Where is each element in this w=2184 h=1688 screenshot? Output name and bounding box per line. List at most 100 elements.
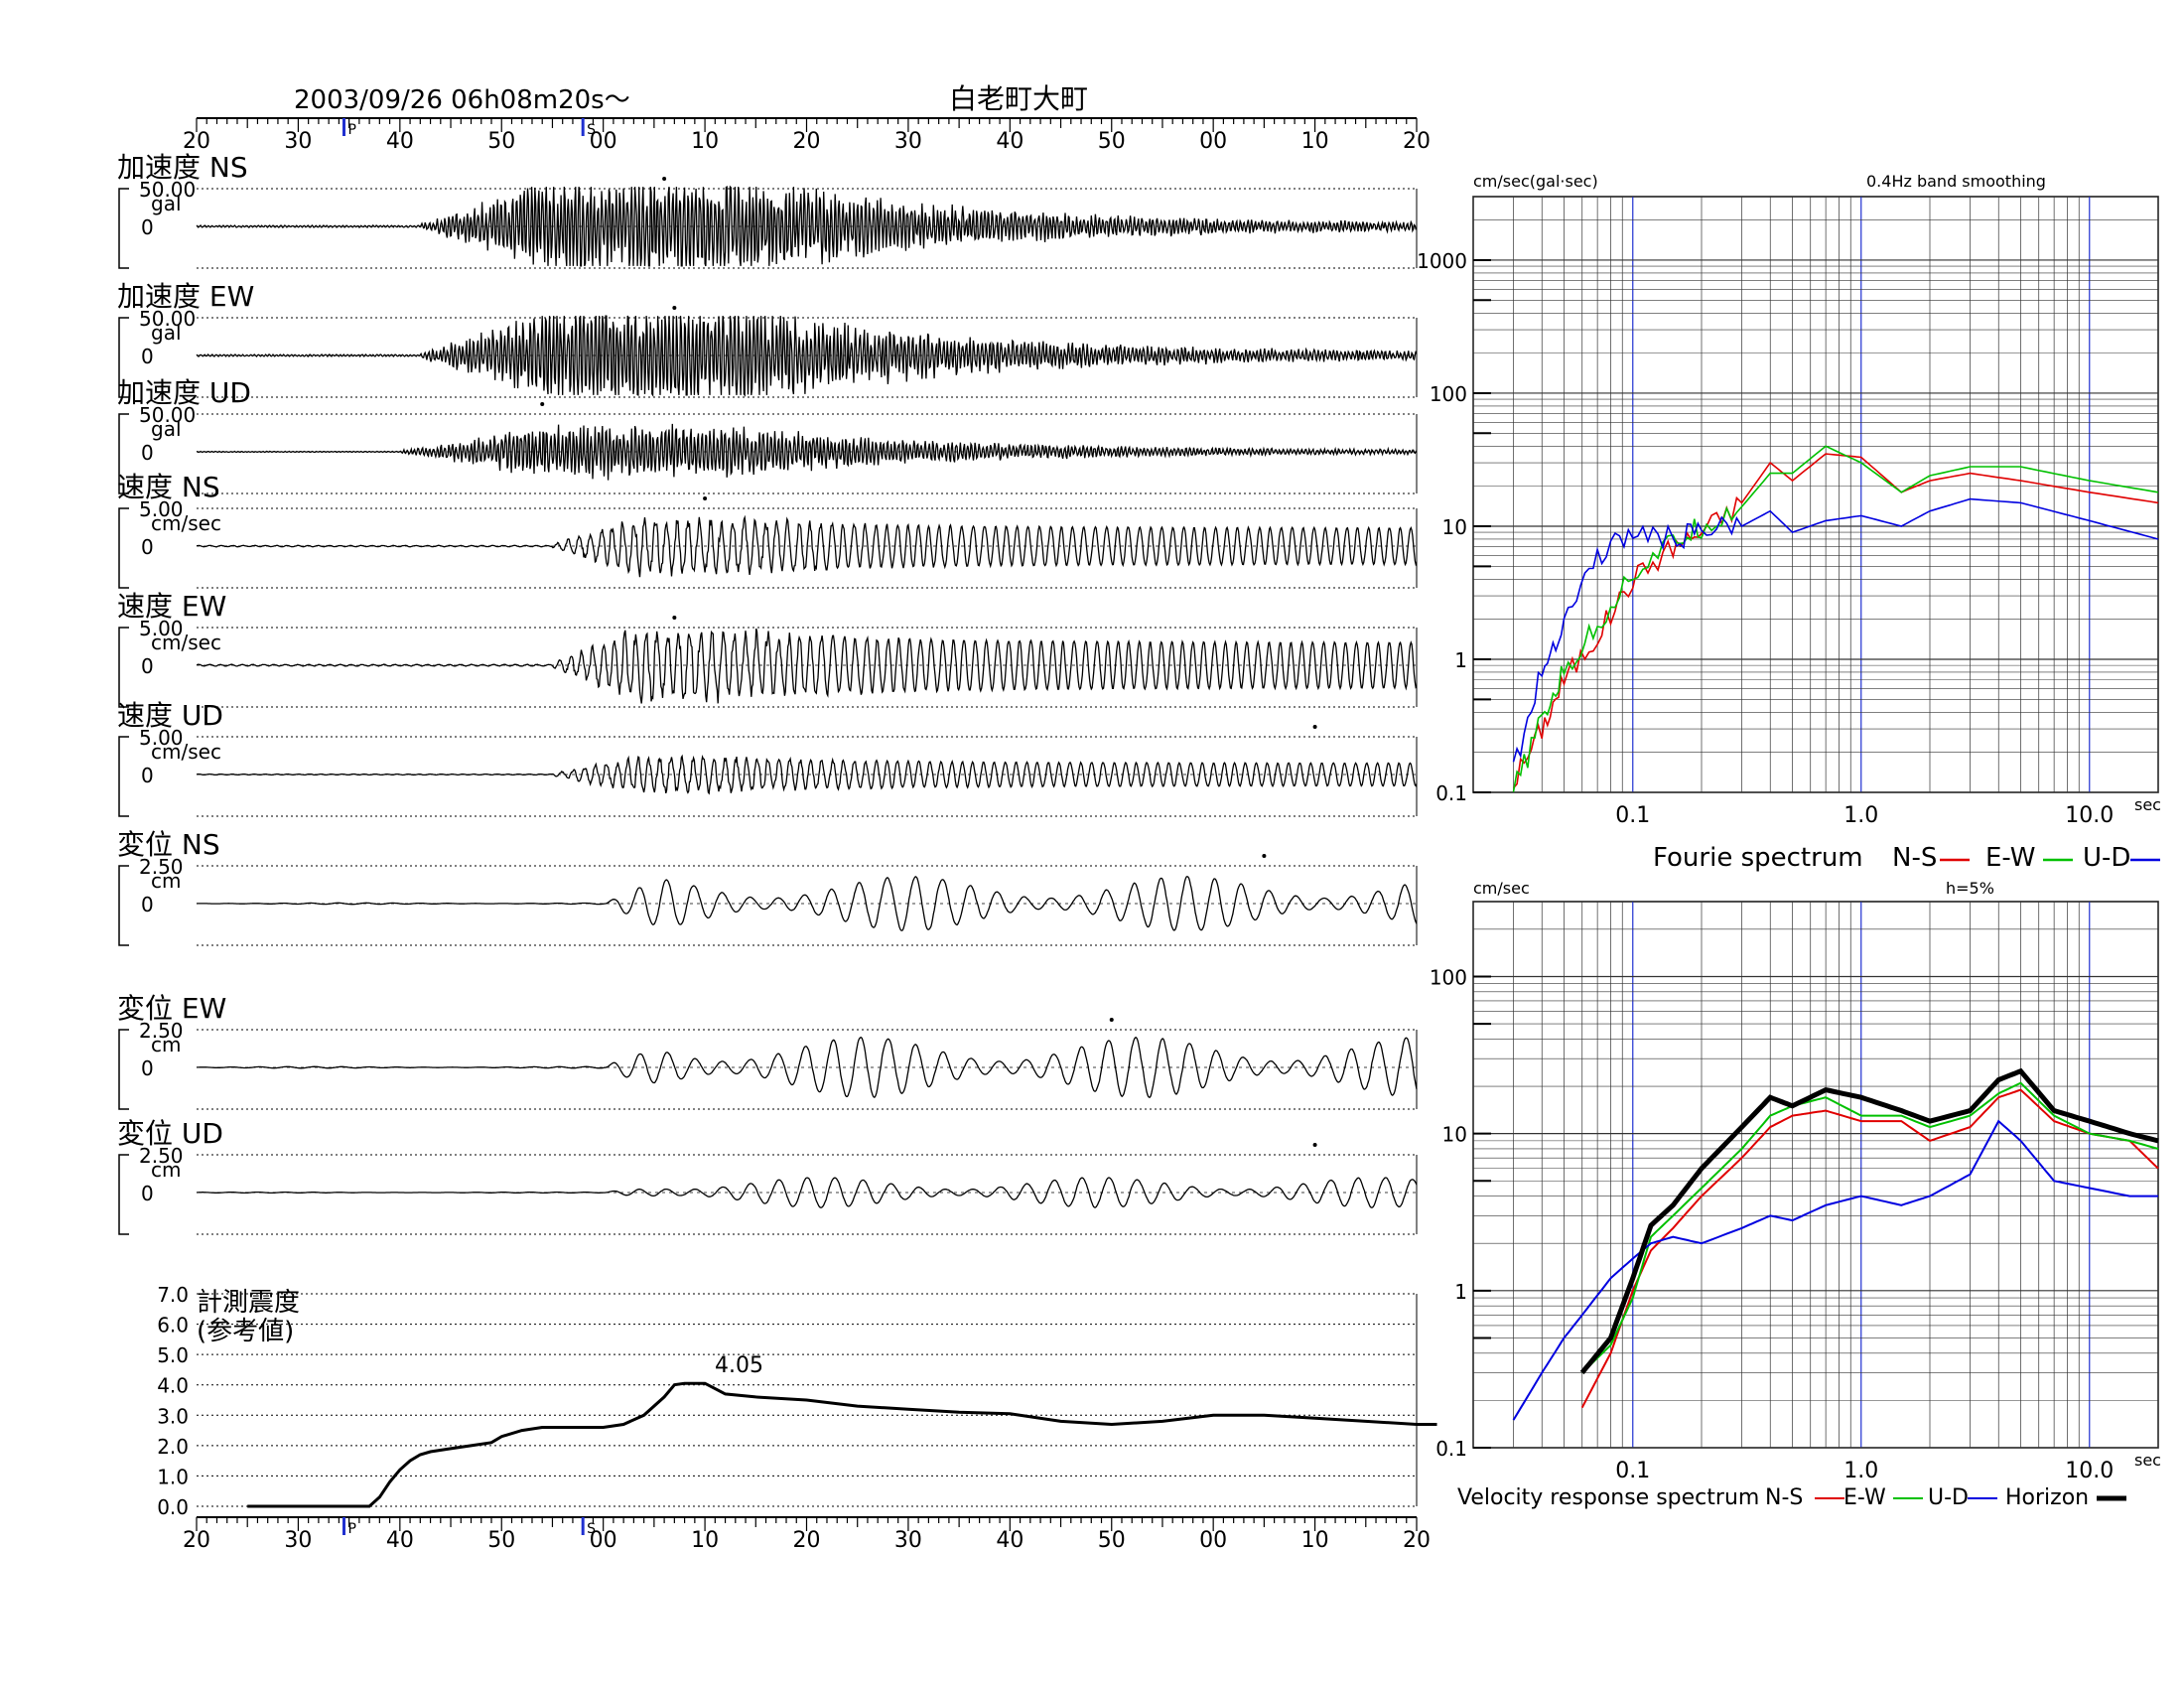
waveform-trace — [196, 185, 1418, 267]
panel-unit: cm — [151, 869, 181, 893]
bottom-axis-tick-label: 30 — [284, 1528, 312, 1553]
spectrum-x-tick-label: 1.0 — [1843, 803, 1878, 828]
top-axis-tick-label: 20 — [183, 129, 210, 154]
spectrum-series-e-w — [1581, 1081, 2159, 1374]
panel-zero-label: 0 — [141, 535, 154, 559]
waveform-trace — [196, 628, 1418, 704]
peak-marker — [1312, 725, 1317, 729]
waveform-trace — [196, 423, 1418, 481]
peak-marker — [672, 616, 677, 620]
intensity-y-tick: 1.0 — [157, 1465, 189, 1488]
fourier-note: 0.4Hz band smoothing — [1866, 172, 2046, 191]
bottom-axis-tick-label: 50 — [1098, 1528, 1126, 1553]
spectrum-x-tick-label: 10.0 — [2065, 1459, 2114, 1483]
top-axis-tick-label: 50 — [487, 129, 515, 154]
spectrum-x-tick-label: 0.1 — [1615, 803, 1650, 828]
top-axis-tick-label: 40 — [996, 129, 1024, 154]
bottom-axis-tick-label: 40 — [996, 1528, 1024, 1553]
panel-zero-label: 0 — [141, 764, 154, 787]
panel-unit: gal — [151, 321, 182, 345]
panel-bracket — [118, 865, 129, 946]
bottom-axis-tick-label: 20 — [793, 1528, 821, 1553]
bottom-axis-tick-label: 50 — [487, 1528, 515, 1553]
bottom-axis-tick-label: 00 — [1199, 1528, 1227, 1553]
legend-label: N-S — [1765, 1485, 1803, 1510]
spectrum-y-tick-label: 0.1 — [1435, 1437, 1467, 1461]
intensity-y-tick: 0.0 — [157, 1495, 189, 1519]
panel-scale-value: 5.00 — [139, 497, 184, 521]
peak-marker — [540, 402, 545, 406]
bottom-axis-tick-label: 30 — [894, 1528, 922, 1553]
response-ylabel: cm/sec — [1473, 879, 1530, 898]
panel-scale-value: 5.00 — [139, 726, 184, 750]
intensity-chart: 計測震度 (参考値) 4.05 7.0 6.0 5.0 4.0 3.0 2.0 1.0 0.0 — [157, 1283, 1437, 1519]
fourier-title: Fourie spectrum — [1653, 843, 1863, 873]
panel-title: 変位 UD — [117, 1117, 223, 1150]
peak-marker — [672, 306, 677, 310]
panel-zero-label: 0 — [141, 215, 154, 239]
panel-bracket — [118, 627, 129, 708]
spectrum-series-u-d — [1512, 1119, 2158, 1421]
legend-label: E-W — [1985, 843, 2035, 873]
waveform-trace — [196, 875, 1418, 931]
panel-unit: cm — [151, 1033, 181, 1056]
panel-zero-label: 0 — [141, 1182, 154, 1205]
spectrum-frame — [1472, 196, 2159, 793]
panel-title: 加速度 UD — [117, 376, 251, 409]
panel-zero-label: 0 — [141, 1056, 154, 1080]
intensity-peak-label: 4.05 — [715, 1353, 763, 1378]
top-axis-tick-label: 20 — [1403, 129, 1431, 154]
panel-scale-value: 50.00 — [139, 307, 196, 331]
station-name: 白老町大町 — [949, 82, 1088, 115]
spectrum-series-u-d — [1512, 497, 2159, 763]
legend-label: Horizon — [2005, 1485, 2089, 1510]
panel-scale-value: 2.50 — [139, 1144, 184, 1168]
waveform-trace — [196, 754, 1418, 795]
spectrum-y-tick-label: 100 — [1430, 965, 1467, 989]
panel-bracket — [118, 188, 129, 269]
panel-unit: cm — [151, 1158, 181, 1182]
panel-scale-value: 50.00 — [139, 178, 196, 202]
panel-unit: cm/sec — [151, 511, 221, 535]
panel-zero-label: 0 — [141, 654, 154, 678]
bottom-axis-tick-label: 10 — [1301, 1528, 1329, 1553]
waveform-trace — [196, 1036, 1418, 1098]
legend-label: U-D — [1928, 1485, 1969, 1510]
bottom-axis-tick-label: 10 — [691, 1528, 719, 1553]
panel-scale-value: 5.00 — [139, 617, 184, 640]
legend-label: U-D — [2083, 843, 2130, 873]
spectrum-y-tick-label: 100 — [1430, 382, 1467, 406]
velocity-response-chart: cm/sec h=5% sec Velocity response spectr… — [1430, 879, 2161, 1510]
panel-bracket — [118, 1029, 129, 1110]
intensity-y-tick: 7.0 — [157, 1283, 189, 1307]
panel-bracket — [118, 1154, 129, 1235]
panel-title: 変位 EW — [117, 992, 226, 1025]
panel-unit: gal — [151, 417, 182, 441]
panel-scale-value: 50.00 — [139, 403, 196, 427]
top-axis-tick-label: 00 — [1199, 129, 1227, 154]
intensity-y-tick: 3.0 — [157, 1404, 189, 1428]
spectrum-x-tick-label: 0.1 — [1615, 1459, 1650, 1483]
panel-unit: gal — [151, 192, 182, 215]
spectrum-series-horizon — [1579, 1067, 2159, 1375]
spectrum-y-tick-label: 0.1 — [1435, 781, 1467, 805]
intensity-y-tick: 6.0 — [157, 1314, 189, 1337]
bottom-axis-tick-label: 40 — [386, 1528, 414, 1553]
response-note: h=5% — [1946, 879, 1994, 898]
spectrum-series-e-w — [1512, 445, 2159, 792]
panel-zero-label: 0 — [141, 441, 154, 465]
top-axis-tick-label: 20 — [793, 129, 821, 154]
spectrum-y-tick-label: 10 — [1442, 515, 1467, 539]
waveform-trace — [196, 1177, 1418, 1208]
top-axis-tick-label: 40 — [386, 129, 414, 154]
spectrum-y-tick-label: 10 — [1442, 1123, 1467, 1147]
spectrum-y-tick-label: 1 — [1454, 648, 1467, 672]
peak-marker — [1109, 1018, 1114, 1022]
peak-marker — [703, 496, 708, 500]
